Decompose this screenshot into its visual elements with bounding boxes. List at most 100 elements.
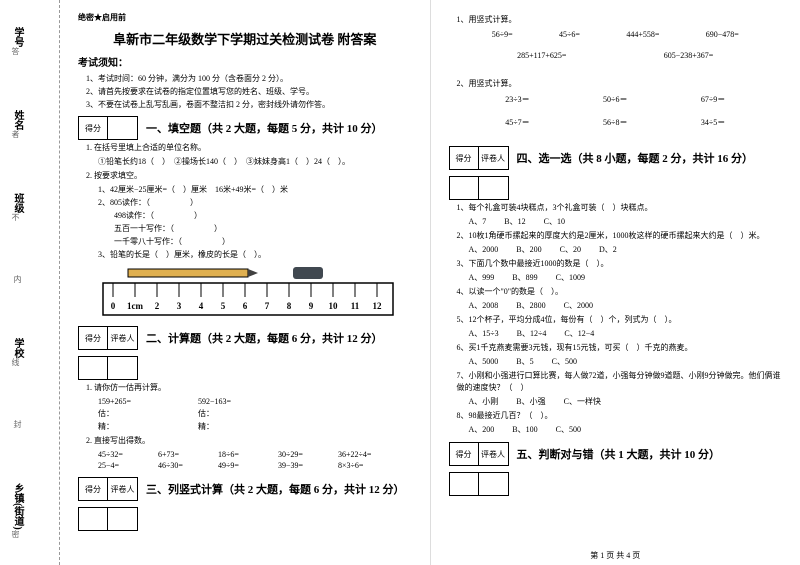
binding-labels: 学号 答 姓名 者 班级 不 内 学校 线 封 乡镇(街道) 密 <box>10 0 25 565</box>
score-blank <box>108 356 138 380</box>
score-label: 得分 <box>449 442 479 466</box>
opt: B、100 <box>512 425 537 434</box>
bind-label: 乡镇(街道) <box>10 483 25 530</box>
calc-item: 159+265= <box>98 397 198 406</box>
bind-label: 班级 <box>10 193 25 213</box>
choice-q: 6、买1千克燕麦需要3元钱，现有15元钱，可买（ ）千克的燕麦。 <box>457 342 783 354</box>
calc-item: 36+22÷4= <box>338 450 398 459</box>
notice-item: 1、考试时间：60 分钟，满分为 100 分（含卷面分 2 分）。 <box>86 73 412 84</box>
opt: C、2000 <box>564 301 593 310</box>
opt: B、899 <box>512 273 537 282</box>
score-box: 得分 评卷人 四、选一选（共 8 小题，每题 2 分，共计 16 分） <box>449 146 783 170</box>
vert-item: 67÷9＝ <box>701 94 725 105</box>
choice-q: 5、12个杯子，平均分成4位，每份有（ ）个，列式为（ ）。 <box>457 314 783 326</box>
calc2-head: 2. 直接写出得数。 <box>86 435 412 447</box>
opt: D、2 <box>599 245 617 254</box>
score-blank <box>479 176 509 200</box>
choice-q: 1、每个礼盒可装4块糕点，3个礼盒可装（ ）块糕点。 <box>457 202 783 214</box>
opt: B、200 <box>516 245 541 254</box>
opt: B、12 <box>504 217 525 226</box>
vert2-r2: 45÷7＝ 56÷8＝ 34÷5＝ <box>469 117 763 128</box>
calc-item: 6+73= <box>158 450 218 459</box>
calc2-row: 25−4= 46÷30= 49÷9= 39−39= 8×3÷6= <box>98 460 412 471</box>
page-left: 绝密★启用前 阜新市二年级数学下学期过关检测试卷 附答案 考试须知： 1、考试时… <box>60 0 431 565</box>
score-blank <box>479 472 509 496</box>
calc1-row: 估： 估： <box>98 407 412 420</box>
choice-q: 4、以读一个"0"的数是（ ）。 <box>457 286 783 298</box>
score-blank <box>78 507 108 531</box>
score-blank <box>108 116 138 140</box>
opt: C、500 <box>552 357 577 366</box>
grader-label: 评卷人 <box>479 442 509 466</box>
svg-text:9: 9 <box>309 301 314 311</box>
score-box-blank <box>449 176 783 200</box>
bind-sub: 密 <box>10 530 21 538</box>
opt: B、12÷4 <box>517 329 547 338</box>
score-label: 得分 <box>78 116 108 140</box>
vert-item: 56÷8＝ <box>603 117 627 128</box>
choice-q: 2、10枚1角硬币摞起来的厚度大约是2厘米，1000枚这样的硬币摞起来大约是（ … <box>457 230 783 242</box>
score-box-blank <box>78 507 412 531</box>
score-blank <box>108 507 138 531</box>
bind-label: 学校 <box>10 338 25 358</box>
score-label: 得分 <box>78 477 108 501</box>
opt: A、200 <box>469 425 495 434</box>
opt: C、1009 <box>556 273 585 282</box>
bind-group: 封 <box>12 420 23 428</box>
section-3-title: 三、列竖式计算（共 2 大题，每题 6 分，共计 12 分） <box>146 481 405 497</box>
pages: 绝密★启用前 阜新市二年级数学下学期过关检测试卷 附答案 考试须知： 1、考试时… <box>60 0 800 565</box>
q2-a: 1、42厘米−25厘米=（ ）厘米 16米+49米=（ ）米 <box>98 184 412 196</box>
section-2-title: 二、计算题（共 2 大题，每题 6 分，共计 12 分） <box>146 330 383 346</box>
vert1-r2: 285+117+625= 605−238+367= <box>469 51 763 60</box>
notice-item: 2、请首先按要求在试卷的指定位置填写您的姓名、班级、学号。 <box>86 86 412 97</box>
calc1-row: 159+265= 592−163= <box>98 396 412 407</box>
choice-q: 8、98最接近几百？（ ）。 <box>457 410 783 422</box>
q2-f: 3、铅笔的长是（ ）厘米，橡皮的长是（ ）。 <box>98 249 412 261</box>
choice-opts: A、2008 B、2800 C、2000 <box>469 300 783 312</box>
opt: A、999 <box>469 273 495 282</box>
choice-opts: A、999 B、899 C、1009 <box>469 272 783 284</box>
svg-text:1cm: 1cm <box>127 301 143 311</box>
bind-group: 姓名 者 <box>10 110 25 138</box>
page-footer: 第 1 页 共 4 页 <box>431 550 800 561</box>
notice-item: 3、不要在试卷上乱写乱画，卷面不整洁扣 2 分，密封线外请勿作答。 <box>86 99 412 110</box>
eraser-icon <box>293 267 323 279</box>
binding-margin: 学号 答 姓名 者 班级 不 内 学校 线 封 乡镇(街道) 密 <box>0 0 60 565</box>
svg-text:0: 0 <box>111 301 116 311</box>
svg-text:4: 4 <box>199 301 204 311</box>
q2-b: 2、805读作：（ ） <box>98 197 412 209</box>
q2-head: 2. 按要求填空。 <box>86 170 412 182</box>
opt: C、20 <box>560 245 581 254</box>
choice-opts: A、5000 B、5 C、500 <box>469 356 783 368</box>
q1-head: 1. 在括号里填上合适的单位名称。 <box>86 142 412 154</box>
score-blank <box>78 356 108 380</box>
bind-group: 班级 不 <box>10 193 25 221</box>
vert-item: 50÷6＝ <box>603 94 627 105</box>
opt: B、小强 <box>516 397 545 406</box>
opt: A、15÷3 <box>469 329 499 338</box>
section-1-title: 一、填空题（共 2 大题，每题 5 分，共计 10 分） <box>146 120 383 136</box>
calc-item: 45÷32= <box>98 450 158 459</box>
score-label: 得分 <box>449 146 479 170</box>
notice-head: 考试须知： <box>78 54 412 69</box>
opt: A、2000 <box>469 245 499 254</box>
bind-sub: 不 <box>10 213 21 221</box>
vert2-head: 2、用竖式计算。 <box>457 78 783 90</box>
score-box-blank <box>449 472 783 496</box>
section-5-title: 五、判断对与错（共 1 大题，共计 10 分） <box>517 446 721 462</box>
opt: B、5 <box>516 357 533 366</box>
calc-item: 估： <box>198 408 298 419</box>
svg-text:5: 5 <box>221 301 226 311</box>
q2-e: 一千零八十写作：（ ） <box>98 236 412 248</box>
svg-text:2: 2 <box>155 301 160 311</box>
score-box-blank <box>78 356 412 380</box>
vert-item: 56÷9= <box>492 30 513 39</box>
vert1-r1: 56÷9= 45÷6= 444+558= 690−478= <box>469 30 763 39</box>
vert2-r1: 23÷3＝ 50÷6＝ 67÷9＝ <box>469 94 763 105</box>
q1-line: ①铅笔长约18（ ） ②操场长140（ ） ③妹妹身高1（ ）24（ ）。 <box>98 156 412 168</box>
calc-item: 8×3÷6= <box>338 461 398 470</box>
bind-sub: 封 <box>12 420 23 428</box>
bind-label: 姓名 <box>10 110 25 130</box>
svg-text:8: 8 <box>287 301 292 311</box>
score-box: 得分 评卷人 三、列竖式计算（共 2 大题，每题 6 分，共计 12 分） <box>78 477 412 501</box>
